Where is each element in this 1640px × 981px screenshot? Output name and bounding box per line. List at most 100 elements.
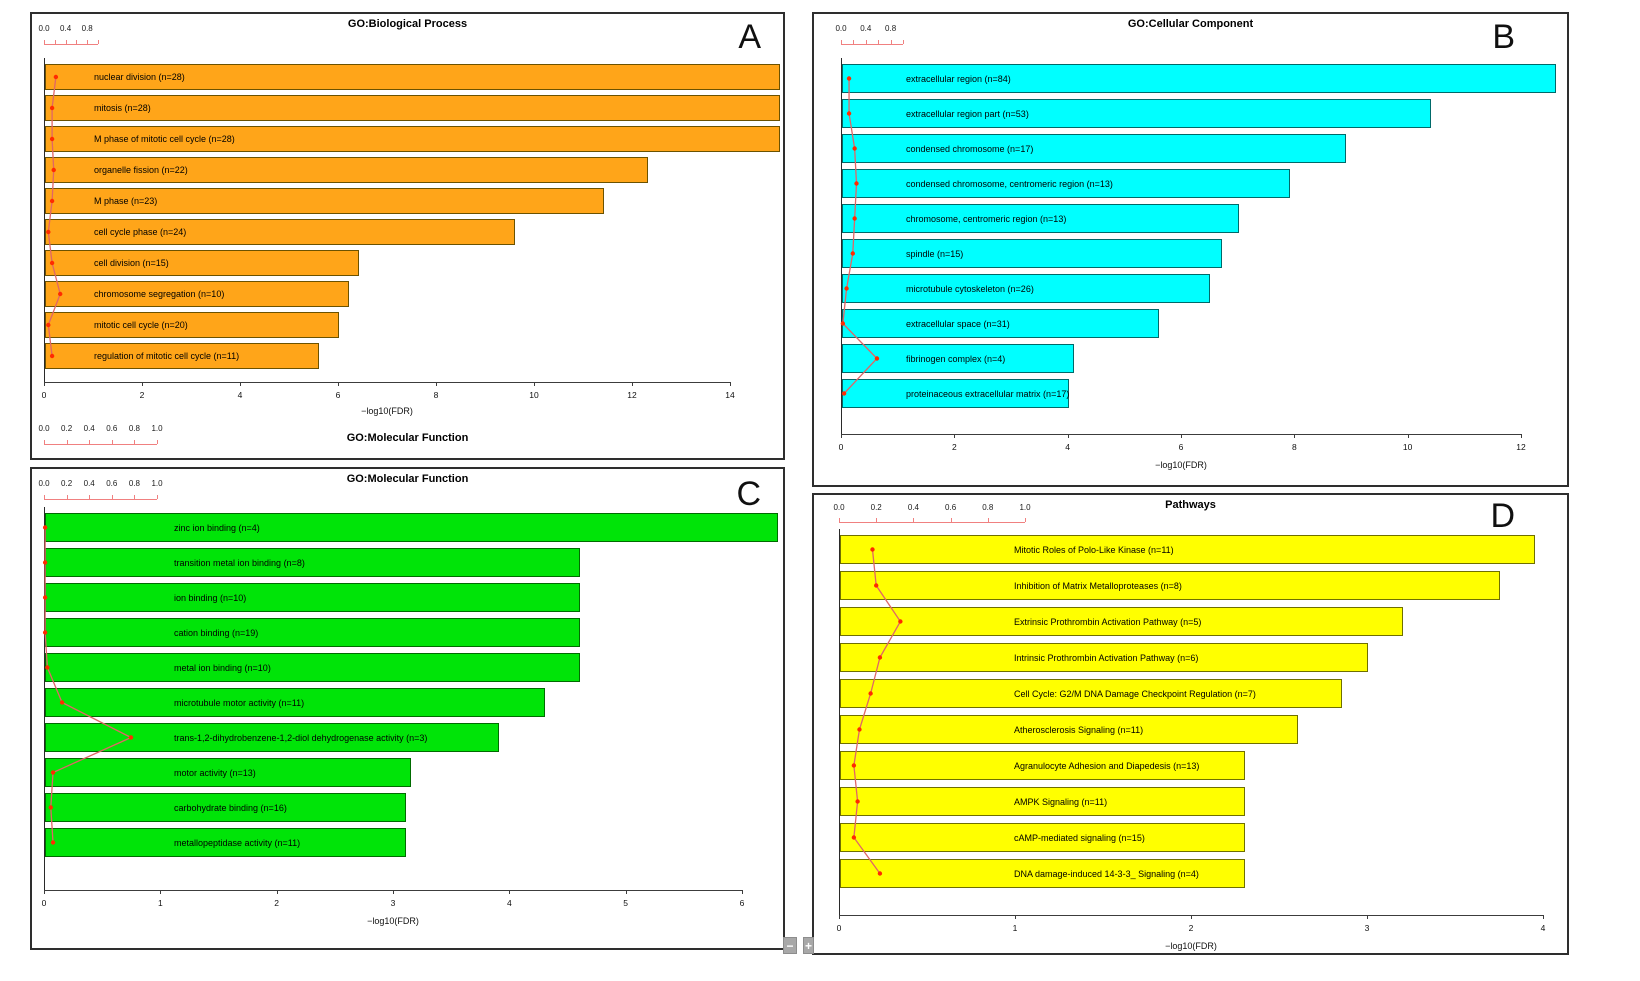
x-tick-label: 2 xyxy=(139,390,145,400)
x-tick-label: 2 xyxy=(1188,923,1194,933)
top-red-axis-tick xyxy=(44,495,45,499)
x-tick-label: 0 xyxy=(838,442,844,452)
x-axis-tick xyxy=(393,890,394,894)
bar xyxy=(840,859,1245,888)
x-tick-label: 3 xyxy=(1364,923,1370,933)
top-red-axis-label: 0.2 xyxy=(870,503,882,512)
top-red-axis-line xyxy=(44,444,157,445)
x-axis-label: −log10(FDR) xyxy=(1165,941,1217,951)
bar xyxy=(842,344,1075,373)
bar-label: Mitotic Roles of Polo-Like Kinase (n=11) xyxy=(1014,544,1174,555)
bar xyxy=(842,274,1211,303)
panel-letter: D xyxy=(1490,497,1515,535)
x-axis-tick xyxy=(436,382,437,386)
top-red-axis-label: 0.4 xyxy=(83,424,95,433)
x-tick-label: 4 xyxy=(506,898,512,908)
x-tick-label: 6 xyxy=(739,898,745,908)
top-red-axis-label: 0.2 xyxy=(61,479,73,488)
top-red-axis-label: 0.8 xyxy=(81,24,93,33)
bar-label: AMPK Signaling (n=11) xyxy=(1014,796,1108,807)
top-red-axis-tick xyxy=(987,518,989,522)
top-red-axis-tick xyxy=(865,40,867,44)
top-red-axis-tick xyxy=(54,40,56,44)
bar xyxy=(45,583,581,612)
bar xyxy=(45,64,780,90)
bar xyxy=(45,653,581,682)
zoom-out-button[interactable]: − xyxy=(783,937,797,954)
panel-b: GO:Cellular Component B 0.0 0.4 0.8 extracell… xyxy=(812,12,1569,487)
bar xyxy=(840,643,1368,672)
bar-label: metal ion binding (n=10) xyxy=(174,662,271,673)
panel-c: GO:Molecular Function C 0.0 0.2 0.4 0.6 0.8 1.0… xyxy=(30,467,785,950)
x-tick-label: 6 xyxy=(335,390,341,400)
bar-label: organelle fission (n=22) xyxy=(94,165,188,175)
bar xyxy=(45,95,780,121)
bar-label: Cell Cycle: G2/M DNA Damage Checkpoint R… xyxy=(1014,688,1256,699)
x-axis-tick xyxy=(338,382,339,386)
top-red-axis-tick xyxy=(76,40,78,44)
panel-title: GO:Molecular Function xyxy=(346,473,469,485)
top-red-axis-label: 0.0 xyxy=(833,503,845,512)
x-axis-tick xyxy=(1191,915,1192,919)
bar-label: DNA damage-induced 14-3-3_ Signaling (n=… xyxy=(1014,868,1199,879)
top-red-axis-label: 1.0 xyxy=(1019,503,1031,512)
bar xyxy=(840,571,1500,600)
zoom-in-button[interactable]: + xyxy=(803,937,814,954)
bar-label: condensed chromosome (n=17) xyxy=(906,143,1034,154)
bar-label: proteinaceous extracellular matrix (n=17… xyxy=(906,388,1070,399)
x-tick-label: 12 xyxy=(627,390,637,400)
x-axis-tick xyxy=(1181,434,1182,438)
x-axis-tick xyxy=(160,890,162,894)
bar xyxy=(45,188,604,214)
top-red-axis-label: 1.0 xyxy=(151,424,163,433)
x-tick-label: 10 xyxy=(529,390,539,400)
x-axis-tick xyxy=(142,382,143,386)
top-red-axis-label: 0.0 xyxy=(38,424,50,433)
bar xyxy=(842,309,1160,338)
bar-label: Inhibition of Matrix Metalloproteases (n… xyxy=(1014,580,1182,591)
top-red-axis-line xyxy=(44,44,98,45)
bar-label: microtubule cytoskeleton (n=26) xyxy=(906,283,1034,294)
bar-label: cation binding (n=19) xyxy=(174,627,259,638)
x-tick-label: 2 xyxy=(274,898,280,908)
panel-letter: A xyxy=(738,18,761,56)
x-axis-tick xyxy=(839,915,840,919)
top-red-axis-label: 0.8 xyxy=(982,503,994,512)
x-axis-tick xyxy=(1521,434,1522,438)
top-red-axis-tick xyxy=(157,495,158,499)
x-tick-label: 4 xyxy=(1065,442,1071,452)
top-red-axis-tick xyxy=(134,440,136,444)
bar xyxy=(45,219,516,245)
top-red-axis-label: 0.4 xyxy=(83,479,95,488)
bar xyxy=(45,157,648,183)
bar xyxy=(45,281,349,307)
bar-label: M phase of mitotic cell cycle (n=28) xyxy=(94,134,235,144)
top-red-axis-tick xyxy=(98,40,99,44)
top-red-axis-tick xyxy=(111,440,113,444)
bar-label: cell division (n=15) xyxy=(94,258,169,268)
x-axis-tick xyxy=(1407,434,1409,438)
bar xyxy=(840,715,1298,744)
top-red-axis-tick xyxy=(66,440,68,444)
bar-label: chromosome segregation (n=10) xyxy=(94,289,225,299)
x-axis-tick xyxy=(240,382,241,386)
top-red-axis-tick xyxy=(44,440,45,444)
bar xyxy=(45,250,359,276)
top-red-axis-tick xyxy=(89,440,91,444)
top-red-axis-label: 0.4 xyxy=(907,503,919,512)
bar xyxy=(840,607,1404,636)
bar-label: cell cycle phase (n=24) xyxy=(94,227,187,237)
bar-label: trans-1,2-dihydrobenzene-1,2-diol dehydr… xyxy=(174,732,428,743)
x-tick-label: 1 xyxy=(1012,923,1018,933)
x-axis-tick xyxy=(632,382,633,386)
x-axis-label: −log10(FDR) xyxy=(1155,460,1207,470)
bar-label: fibrinogen complex (n=4) xyxy=(906,353,1006,364)
x-tick-label: 8 xyxy=(1291,442,1297,452)
bar-label: metallopeptidase activity (n=11) xyxy=(174,837,301,848)
bar-label: mitotic cell cycle (n=20) xyxy=(94,320,188,330)
x-axis-tick xyxy=(509,890,511,894)
x-axis-line xyxy=(44,382,730,383)
x-axis-tick xyxy=(954,434,956,438)
x-axis-tick xyxy=(1367,915,1368,919)
bar xyxy=(840,679,1342,708)
